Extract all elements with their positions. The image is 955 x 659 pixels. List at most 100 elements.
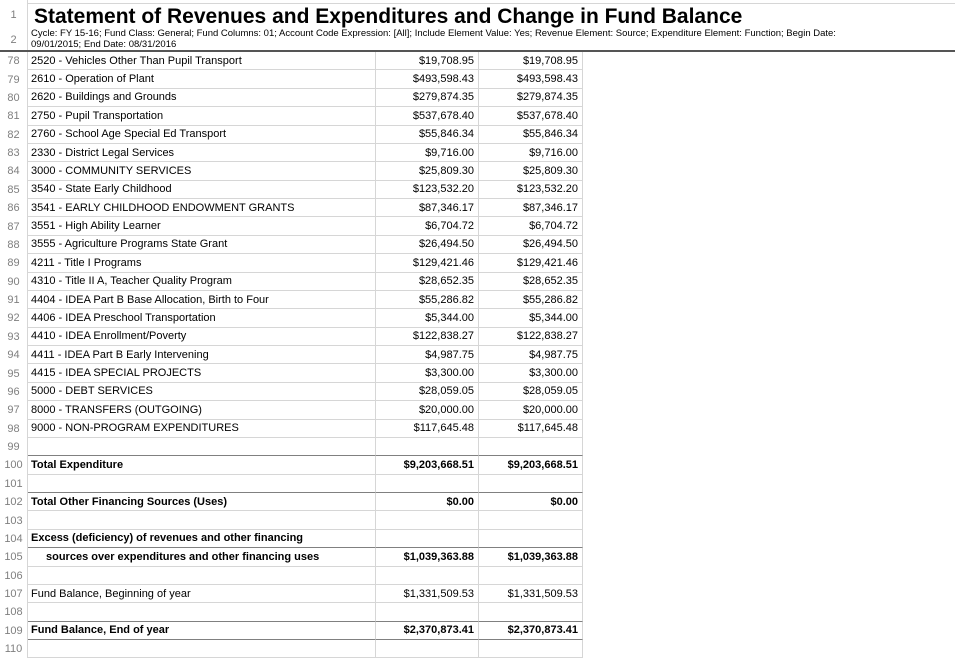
cell-amount-1[interactable]: $9,203,668.51 [376,456,479,475]
cell-amount-2[interactable]: $20,000.00 [479,401,583,420]
cell-amount-2[interactable]: $2,370,873.41 [479,621,583,640]
cell-amount-1[interactable] [376,511,479,530]
cell-amount-1[interactable] [376,474,479,493]
cell-description[interactable]: Fund Balance, Beginning of year [28,584,376,604]
row-number[interactable]: 82 [0,125,28,144]
row-number[interactable]: 89 [0,254,28,273]
row-number[interactable]: 91 [0,290,28,310]
cell-amount-2[interactable] [479,511,583,530]
cell-amount-2[interactable] [479,603,583,622]
cell-amount-1[interactable]: $537,678.40 [376,107,479,126]
cell-amount-2[interactable]: $9,203,668.51 [479,456,583,475]
row-number[interactable]: 79 [0,70,28,89]
cell-amount-2[interactable]: $19,708.95 [479,52,583,71]
cell-amount-1[interactable]: $0.00 [376,493,479,512]
row-number[interactable]: 86 [0,199,28,218]
cell-amount-2[interactable]: $25,809.30 [479,162,583,181]
cell-description[interactable]: 4411 - IDEA Part B Early Intervening [28,346,376,365]
cell-amount-1[interactable]: $26,494.50 [376,235,479,255]
row-number[interactable]: 107 [0,584,28,604]
cell-amount-2[interactable]: $9,716.00 [479,143,583,163]
cell-description[interactable]: 2520 - Vehicles Other Than Pupil Transpo… [28,52,376,71]
cell-amount-1[interactable] [376,566,479,585]
cell-amount-1[interactable]: $25,809.30 [376,162,479,181]
cell-amount-1[interactable]: $9,716.00 [376,143,479,163]
row-number[interactable]: 80 [0,88,28,108]
row-number[interactable]: 97 [0,401,28,420]
cell-description[interactable] [28,603,376,622]
cell-amount-2[interactable]: $129,421.46 [479,254,583,273]
cell-description[interactable]: 2610 - Operation of Plant [28,70,376,89]
cell-amount-1[interactable]: $129,421.46 [376,254,479,273]
cell-amount-2[interactable]: $28,652.35 [479,272,583,291]
cell-amount-2[interactable]: $0.00 [479,493,583,512]
cell-amount-1[interactable]: $3,300.00 [376,364,479,383]
cell-amount-2[interactable]: $279,874.35 [479,88,583,108]
cell-amount-1[interactable]: $2,370,873.41 [376,621,479,640]
cell-amount-2[interactable]: $123,532.20 [479,180,583,199]
row-number[interactable]: 105 [0,548,28,567]
cell-amount-1[interactable] [376,437,479,457]
cell-amount-2[interactable]: $122,838.27 [479,327,583,346]
row-number[interactable]: 99 [0,437,28,457]
row-number[interactable]: 2 [0,29,28,50]
cell-amount-1[interactable] [376,529,479,549]
cell-description[interactable]: 4211 - Title I Programs [28,254,376,273]
cell-amount-1[interactable]: $55,286.82 [376,290,479,310]
row-number[interactable]: 87 [0,217,28,236]
row-number[interactable]: 90 [0,272,28,291]
cell-description[interactable]: sources over expenditures and other fina… [28,548,376,567]
row-number[interactable]: 102 [0,493,28,512]
cell-description[interactable] [28,511,376,530]
cell-amount-1[interactable]: $6,704.72 [376,217,479,236]
cell-amount-1[interactable]: $5,344.00 [376,309,479,328]
cell-description[interactable]: 4406 - IDEA Preschool Transportation [28,309,376,328]
cell-description[interactable]: 3551 - High Ability Learner [28,217,376,236]
cell-amount-2[interactable]: $26,494.50 [479,235,583,255]
cell-amount-2[interactable] [479,529,583,549]
row-number[interactable]: 98 [0,419,28,438]
cell-amount-2[interactable]: $493,598.43 [479,70,583,89]
cell-description[interactable]: 2620 - Buildings and Grounds [28,88,376,108]
cell-amount-1[interactable]: $4,987.75 [376,346,479,365]
cell-amount-2[interactable]: $28,059.05 [479,382,583,402]
cell-amount-1[interactable]: $55,846.34 [376,125,479,144]
cell-amount-1[interactable]: $493,598.43 [376,70,479,89]
cell-amount-1[interactable] [376,603,479,622]
cell-amount-1[interactable]: $122,838.27 [376,327,479,346]
cell-description[interactable] [28,474,376,493]
cell-description[interactable]: 2330 - District Legal Services [28,143,376,163]
cell-description[interactable]: 3540 - State Early Childhood [28,180,376,199]
cell-description[interactable]: 4310 - Title II A, Teacher Quality Progr… [28,272,376,291]
cell-amount-2[interactable]: $5,344.00 [479,309,583,328]
cell-description[interactable]: Total Expenditure [28,456,376,475]
row-number[interactable]: 100 [0,456,28,475]
cell-amount-2[interactable]: $537,678.40 [479,107,583,126]
row-number[interactable]: 94 [0,346,28,365]
cell-description[interactable] [28,566,376,585]
cell-amount-1[interactable]: $123,532.20 [376,180,479,199]
row-number[interactable]: 101 [0,474,28,493]
row-number[interactable]: 104 [0,529,28,549]
cell-description[interactable]: Excess (deficiency) of revenues and othe… [28,529,376,549]
cell-amount-2[interactable]: $3,300.00 [479,364,583,383]
cell-description[interactable] [28,640,376,659]
cell-amount-2[interactable] [479,566,583,585]
row-number[interactable]: 84 [0,162,28,181]
page-title[interactable]: Statement of Revenues and Expenditures a… [34,5,743,28]
cell-amount-2[interactable]: $4,987.75 [479,346,583,365]
cell-description[interactable]: 5000 - DEBT SERVICES [28,382,376,402]
cell-description[interactable]: 4404 - IDEA Part B Base Allocation, Birt… [28,290,376,310]
cell-amount-1[interactable]: $1,331,509.53 [376,584,479,604]
cell-description[interactable]: 4410 - IDEA Enrollment/Poverty [28,327,376,346]
row-number[interactable]: 1 [0,0,28,29]
cell-description[interactable]: 3541 - EARLY CHILDHOOD ENDOWMENT GRANTS [28,199,376,218]
row-number[interactable]: 108 [0,603,28,622]
cell-amount-2[interactable] [479,437,583,457]
cell-amount-2[interactable]: $117,645.48 [479,419,583,438]
row-number[interactable]: 85 [0,180,28,199]
cell-amount-2[interactable]: $55,846.34 [479,125,583,144]
cell-description[interactable]: 9000 - NON-PROGRAM EXPENDITURES [28,419,376,438]
row-number[interactable]: 93 [0,327,28,346]
cell-amount-2[interactable]: $6,704.72 [479,217,583,236]
